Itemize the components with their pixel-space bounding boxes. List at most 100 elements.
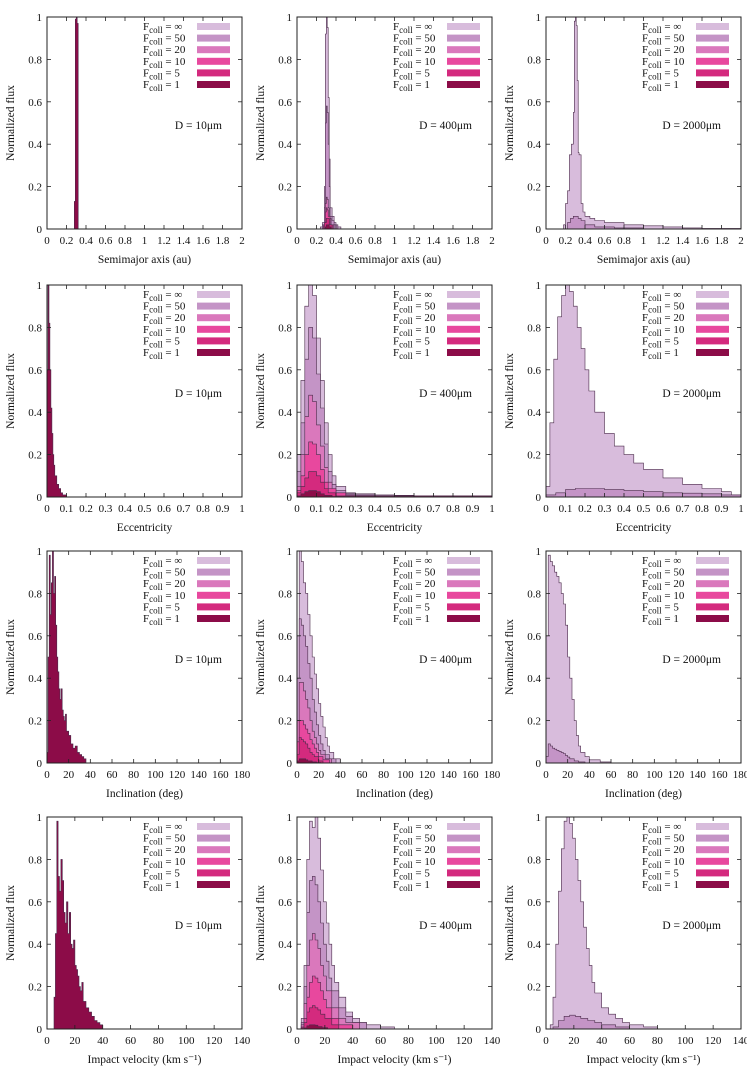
legend-swatch-50 — [447, 834, 480, 842]
y-axis-label: Normalized flux — [5, 619, 17, 695]
x-tick-label: 0 — [294, 235, 300, 247]
x-tick-label: 80 — [403, 1035, 415, 1047]
y-tick-label: 1 — [37, 280, 43, 292]
x-tick-label: 1.2 — [407, 235, 421, 247]
legend-swatch-20 — [447, 846, 480, 854]
legend-label: Fcoll = 20 — [393, 844, 436, 858]
y-tick-label: 0.8 — [28, 854, 42, 866]
y-tick-label: 0.8 — [527, 588, 541, 600]
legend-swatch-50 — [447, 568, 480, 576]
x-tick-label: 100 — [178, 1035, 195, 1047]
x-tick-label: 120 — [668, 769, 685, 781]
legend-swatch-inf — [447, 291, 480, 298]
y-axis-label: Normalized flux — [504, 353, 516, 429]
panel-5: 0 0.1 0.2 0.3 0.4 0.5 0.6 0.7 0.8 0.9 1 0 0.2 0.4 0.6 0… — [255, 280, 495, 534]
x-tick-label: 0.7 — [177, 503, 191, 515]
legend-label: Fcoll = 1 — [143, 879, 180, 893]
legend-swatch-5 — [197, 603, 230, 611]
legend-swatch-1 — [447, 349, 480, 356]
y-tick-label: 0 — [536, 758, 542, 770]
y-tick-label: 0 — [536, 224, 542, 236]
x-tick-label: 20 — [568, 1035, 580, 1047]
y-tick-label: 1 — [536, 546, 542, 558]
x-tick-label: 160 — [462, 769, 479, 781]
x-tick-label: 0.1 — [310, 503, 324, 515]
x-tick-label: 140 — [689, 769, 706, 781]
x-tick-label: 60 — [375, 1035, 387, 1047]
x-tick-label: 2 — [239, 235, 245, 247]
x-tick-label: 1 — [392, 235, 398, 247]
x-tick-label: 0.6 — [407, 503, 421, 515]
y-tick-label: 0.4 — [527, 407, 541, 419]
legend-swatch-20 — [696, 314, 729, 322]
y-tick-label: 0 — [37, 492, 43, 504]
legend-label: Fcoll = 50 — [143, 301, 186, 315]
x-tick-label: 60 — [107, 769, 119, 781]
series-area-inf — [546, 554, 741, 763]
legend-label: Fcoll = 1 — [393, 79, 430, 93]
x-tick-label: 20 — [562, 769, 574, 781]
y-tick-label: 0.4 — [527, 139, 541, 151]
x-tick-label: 0.6 — [656, 503, 670, 515]
x-tick-label: 0 — [44, 1035, 50, 1047]
legend-label: Fcoll = 10 — [642, 324, 685, 338]
legend-swatch-5 — [447, 603, 480, 611]
legend-swatch-5 — [447, 869, 480, 877]
x-tick-label: 2 — [738, 235, 744, 247]
y-tick-label: 0.4 — [278, 407, 292, 419]
x-tick-label: 0.6 — [157, 503, 171, 515]
legend-swatch-inf — [447, 823, 480, 830]
legend-label: Fcoll = 20 — [143, 312, 186, 326]
legend-swatch-5 — [447, 337, 480, 345]
x-tick-label: 0.9 — [715, 503, 729, 515]
legend-label: Fcoll = 5 — [393, 601, 430, 615]
series-area-inf — [546, 17, 741, 229]
panel-3: 0 0.2 0.4 0.6 0.8 1 1.2 1.4 1.6 1.8 2 0 0.2 0.4 0.6 0.8… — [504, 12, 744, 266]
y-tick-label: 0.2 — [28, 450, 42, 462]
legend-label: Fcoll = 5 — [143, 335, 180, 349]
x-tick-label: 0.1 — [60, 503, 74, 515]
series-group — [546, 554, 741, 763]
series-group — [47, 551, 242, 763]
x-tick-label: 1.6 — [196, 235, 210, 247]
panel-title: D = 400μm — [419, 388, 472, 400]
legend-label: Fcoll = 50 — [642, 301, 685, 315]
legend-swatch-20 — [197, 314, 230, 322]
x-axis-label: Impact velocity (km s⁻¹) — [587, 1054, 701, 1066]
x-tick-label: 60 — [624, 1035, 636, 1047]
y-tick-label: 0.2 — [527, 716, 541, 728]
y-axis-label: Normalized flux — [5, 885, 17, 961]
legend-swatch-10 — [696, 57, 729, 65]
x-tick-label: 0 — [543, 769, 549, 781]
x-tick-label: 0.8 — [118, 235, 132, 247]
x-tick-label: 120 — [705, 1035, 722, 1047]
y-tick-label: 0.8 — [527, 54, 541, 66]
legend-swatch-50 — [197, 302, 230, 310]
x-tick-label: 1.2 — [656, 235, 670, 247]
legend-swatch-20 — [447, 314, 480, 322]
y-tick-label: 1 — [287, 280, 293, 292]
panel-title: D = 10μm — [175, 120, 222, 132]
series-area-1 — [47, 820, 242, 1029]
panel-1: 0 0.2 0.4 0.6 0.8 1 1.2 1.4 1.6 1.8 2 0 0.2 0.4 0.6 0.8… — [5, 12, 245, 266]
x-tick-label: 180 — [733, 769, 747, 781]
series-area-50 — [546, 1014, 741, 1029]
x-tick-label: 1.4 — [427, 235, 441, 247]
legend-swatch-10 — [696, 591, 729, 599]
y-tick-label: 1 — [37, 12, 43, 24]
panel-title: D = 2000μm — [662, 388, 721, 400]
y-tick-label: 0 — [37, 758, 43, 770]
x-tick-label: 0 — [44, 503, 50, 515]
y-tick-label: 0.4 — [28, 673, 42, 685]
x-tick-label: 140 — [440, 769, 457, 781]
legend-label: Fcoll = 5 — [143, 867, 180, 881]
legend-swatch-20 — [197, 580, 230, 588]
legend-swatch-inf — [197, 23, 230, 30]
legend-swatch-10 — [696, 325, 729, 333]
legend-swatch-5 — [197, 869, 230, 877]
legend-label: Fcoll = 5 — [393, 335, 430, 349]
x-tick-label: 0.8 — [446, 503, 460, 515]
series-group — [546, 817, 741, 1029]
